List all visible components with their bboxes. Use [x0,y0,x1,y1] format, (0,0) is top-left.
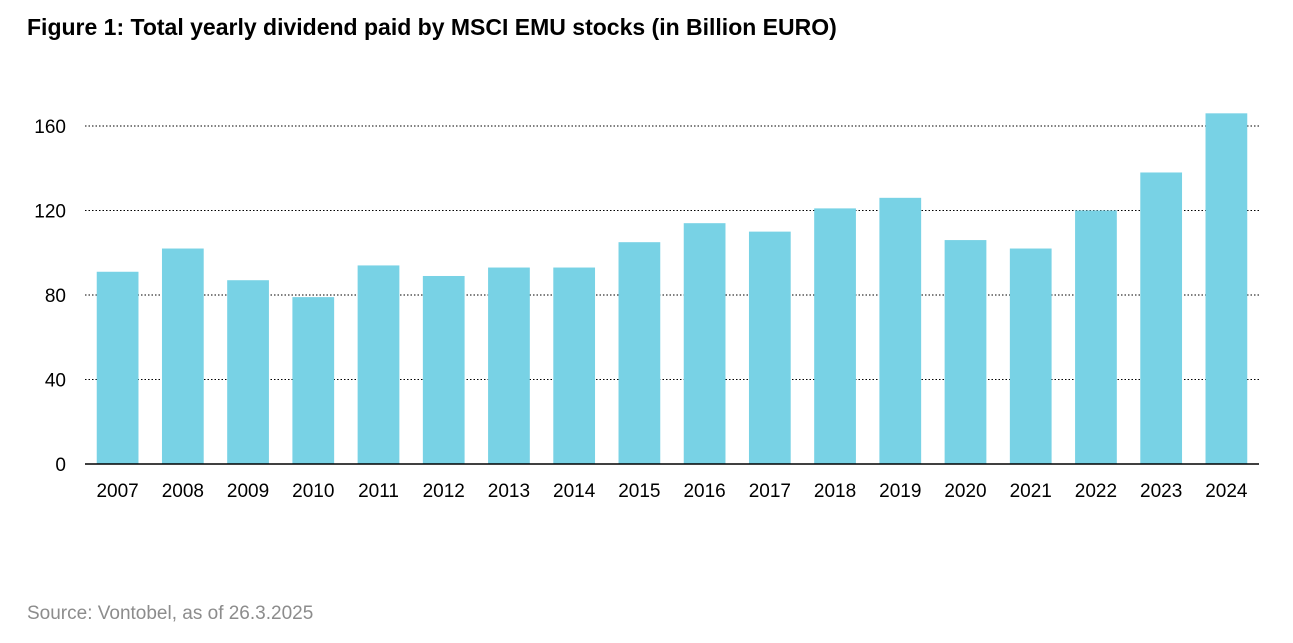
bar-2017 [748,231,791,464]
x-tick-label: 2009 [227,481,269,502]
y-tick-label: 160 [34,117,66,138]
y-tick-label: 0 [55,455,66,476]
bar-2010 [292,297,335,464]
x-axis-tick-labels: 2007 2008 2009 2010 2011 2012 2013 2014 2015 2016… [96,481,1247,502]
x-tick-label: 2023 [1140,481,1182,502]
bar-2022 [1075,210,1117,464]
x-tick-label: 2013 [488,481,530,502]
bar-2012 [422,275,465,464]
bar-2019 [879,197,922,464]
bars [96,113,1248,464]
bar-2020 [944,240,987,464]
x-tick-label: 2024 [1205,481,1248,502]
x-tick-label: 2011 [358,481,399,502]
bar-2018 [814,208,856,464]
x-tick-label: 2017 [749,481,791,502]
y-tick-label: 40 [45,371,66,392]
bar-2024 [1205,113,1248,464]
chart-title: Figure 1: Total yearly dividend paid by … [27,14,837,40]
bar-2008 [161,248,204,464]
x-tick-label: 2016 [683,481,725,502]
x-tick-label: 2012 [423,481,465,502]
bar-2014 [553,267,596,464]
x-tick-label: 2014 [553,481,596,502]
x-tick-label: 2020 [944,481,986,502]
x-tick-label: 2015 [618,481,660,502]
bar-2021 [1009,248,1052,464]
y-tick-label: 80 [45,286,66,307]
x-tick-label: 2021 [1010,481,1052,502]
bar-2015 [618,242,661,464]
y-axis-tick-labels: 0 40 80 120 160 [34,117,66,476]
bar-2011 [357,265,400,464]
x-tick-label: 2022 [1075,481,1117,502]
y-tick-label: 120 [34,202,66,223]
x-tick-label: 2018 [814,481,856,502]
bar-2009 [227,280,269,464]
x-tick-label: 2019 [879,481,921,502]
bar-2013 [488,267,530,464]
bar-2016 [683,223,726,464]
x-tick-label: 2010 [292,481,334,502]
source-note: Source: Vontobel, as of 26.3.2025 [27,603,314,624]
bar-2007 [96,271,139,464]
bar-2023 [1140,172,1183,464]
x-tick-label: 2007 [96,481,138,502]
x-tick-label: 2008 [162,481,204,502]
